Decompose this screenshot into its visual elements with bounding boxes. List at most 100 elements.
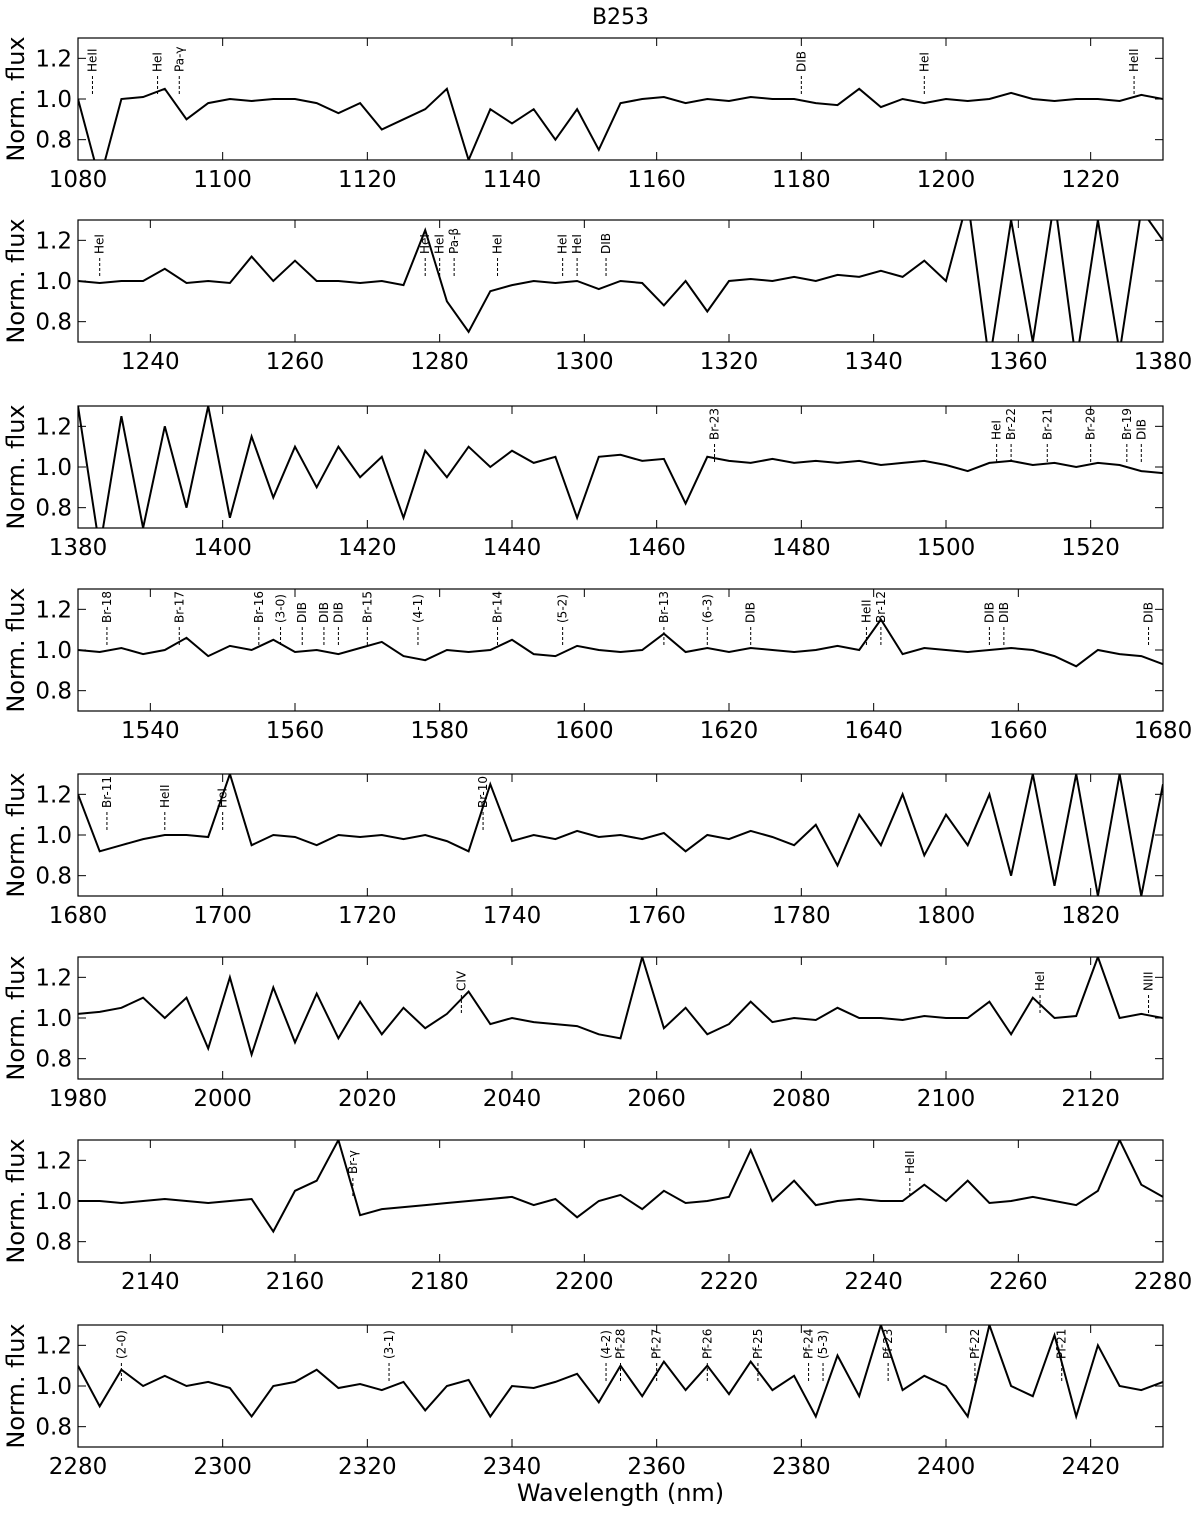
x-tick-label: 2300: [193, 1454, 252, 1480]
y-tick-label: 1.2: [35, 1333, 72, 1359]
line-label: DIB: [1134, 419, 1148, 440]
line-label: Br-14: [491, 591, 505, 623]
x-tick-label: 1520: [1061, 535, 1120, 561]
spectrum-line: [78, 86, 1163, 160]
line-label: (6-3): [700, 594, 714, 623]
line-label: CIV: [454, 970, 468, 991]
line-label: DIB: [1142, 602, 1156, 623]
spectrum-line: [78, 774, 1163, 896]
x-tick-label: 2380: [772, 1454, 831, 1480]
y-tick-label: 1.2: [35, 782, 72, 808]
line-label: (3-0): [274, 594, 288, 623]
line-label: Br-15: [360, 591, 374, 623]
line-label: DIB: [317, 602, 331, 623]
line-label: Br-11: [100, 776, 114, 808]
y-tick-label: 1.2: [35, 1148, 72, 1174]
line-label: HeII: [1127, 49, 1141, 72]
x-tick-label: 2160: [266, 1269, 325, 1295]
line-label: (5-3): [816, 1330, 830, 1359]
x-tick-label: 1680: [1134, 718, 1193, 744]
x-tick-label: 1700: [193, 903, 252, 929]
line-label: (4-1): [411, 594, 425, 623]
y-tick-label: 0.8: [35, 1230, 72, 1256]
x-tick-label: 1300: [555, 349, 614, 375]
x-tick-label: 1380: [49, 535, 108, 561]
y-axis-label: Norm. flux: [2, 1323, 30, 1448]
line-label: Pf-25: [751, 1329, 765, 1359]
x-tick-label: 1720: [338, 903, 397, 929]
y-tick-label: 0.8: [35, 1415, 72, 1441]
x-tick-label: 1140: [483, 167, 542, 193]
x-tick-label: 2320: [338, 1454, 397, 1480]
x-tick-label: 1260: [266, 349, 325, 375]
line-label: Pf-28: [614, 1329, 628, 1359]
chart-title: B253: [592, 5, 649, 30]
x-tick-label: 1460: [627, 535, 686, 561]
line-label: HeII: [903, 1151, 917, 1174]
panel: 0.8 1.0 1.2 1080 1100 1120 1140 1160 1180 1200 122…: [2, 5, 1164, 193]
x-tick-label: 1580: [410, 718, 469, 744]
line-label: (3-1): [382, 1330, 396, 1359]
panel: 0.8 1.0 1.2 2140 2160 2180 2200 2220 2240 2260 228…: [2, 1138, 1192, 1295]
line-label: HeI: [1033, 971, 1047, 991]
line-label: Br-10: [476, 776, 490, 808]
x-tick-label: 2060: [627, 1086, 686, 1112]
x-tick-label: 2040: [483, 1086, 542, 1112]
y-tick-label: 1.0: [35, 823, 72, 849]
line-label: Br-18: [100, 591, 114, 623]
line-label: Br-23: [708, 408, 722, 440]
x-tick-label: 1240: [121, 349, 180, 375]
line-label: DIB: [982, 602, 996, 623]
y-tick-label: 0.8: [35, 679, 72, 705]
x-tick-label: 1080: [49, 167, 108, 193]
y-axis-label: Norm. flux: [2, 218, 30, 343]
x-tick-label: 1800: [917, 903, 976, 929]
x-tick-label: 2260: [989, 1269, 1048, 1295]
x-tick-label: 1660: [989, 718, 1048, 744]
y-tick-label: 1.0: [35, 638, 72, 664]
x-tick-label: 2020: [338, 1086, 397, 1112]
x-tick-label: 1820: [1061, 903, 1120, 929]
x-tick-label: 2120: [1061, 1086, 1120, 1112]
y-axis-label: Norm. flux: [2, 955, 30, 1080]
line-label: Pf-24: [802, 1329, 816, 1359]
panel: 0.8 1.0 1.2 1240 1260 1280 1300 1320 1340 1360 138…: [2, 218, 1192, 375]
y-tick-label: 0.8: [35, 496, 72, 522]
x-tick-label: 2140: [121, 1269, 180, 1295]
line-label: HeI: [151, 52, 165, 72]
line-label: Br-γ: [346, 1150, 360, 1174]
panel: 0.8 1.0 1.2 2280 2300 2320 2340 2360 2380 2400 242…: [2, 1323, 1164, 1507]
x-tick-label: 1160: [627, 167, 686, 193]
x-tick-label: 2200: [555, 1269, 614, 1295]
line-label: (5-2): [556, 594, 570, 623]
x-tick-label: 1120: [338, 167, 397, 193]
y-tick-label: 0.8: [35, 128, 72, 154]
spectrum-line: [78, 617, 1163, 668]
x-tick-label: 1500: [917, 535, 976, 561]
line-label: NIII: [1142, 971, 1156, 991]
line-label: Br-12: [874, 591, 888, 623]
y-tick-label: 1.2: [35, 228, 72, 254]
x-tick-label: 1600: [555, 718, 614, 744]
line-label: HeII: [158, 785, 172, 808]
y-axis-label: Norm. flux: [2, 404, 30, 529]
x-axis-label: Wavelength (nm): [517, 1479, 724, 1507]
x-tick-label: 1220: [1061, 167, 1120, 193]
x-tick-label: 2280: [49, 1454, 108, 1480]
x-tick-label: 1980: [49, 1086, 108, 1112]
y-axis-label: Norm. flux: [2, 587, 30, 712]
panel: 0.8 1.0 1.2 1680 1700 1720 1740 1760 1780 1800 182…: [2, 772, 1164, 929]
line-label: DIB: [295, 602, 309, 623]
spectrum-line: [78, 1140, 1163, 1234]
y-axis-label: Norm. flux: [2, 36, 30, 161]
line-label: Pf-23: [881, 1329, 895, 1359]
line-label: (2-0): [114, 1330, 128, 1359]
line-label: HeI: [990, 420, 1004, 440]
x-tick-label: 1100: [193, 167, 252, 193]
y-tick-label: 1.2: [35, 46, 72, 72]
x-tick-label: 2000: [193, 1086, 252, 1112]
line-label: HeI: [418, 234, 432, 254]
line-label: HeI: [917, 52, 931, 72]
x-tick-label: 2240: [844, 1269, 903, 1295]
line-label: Pf-27: [650, 1329, 664, 1359]
